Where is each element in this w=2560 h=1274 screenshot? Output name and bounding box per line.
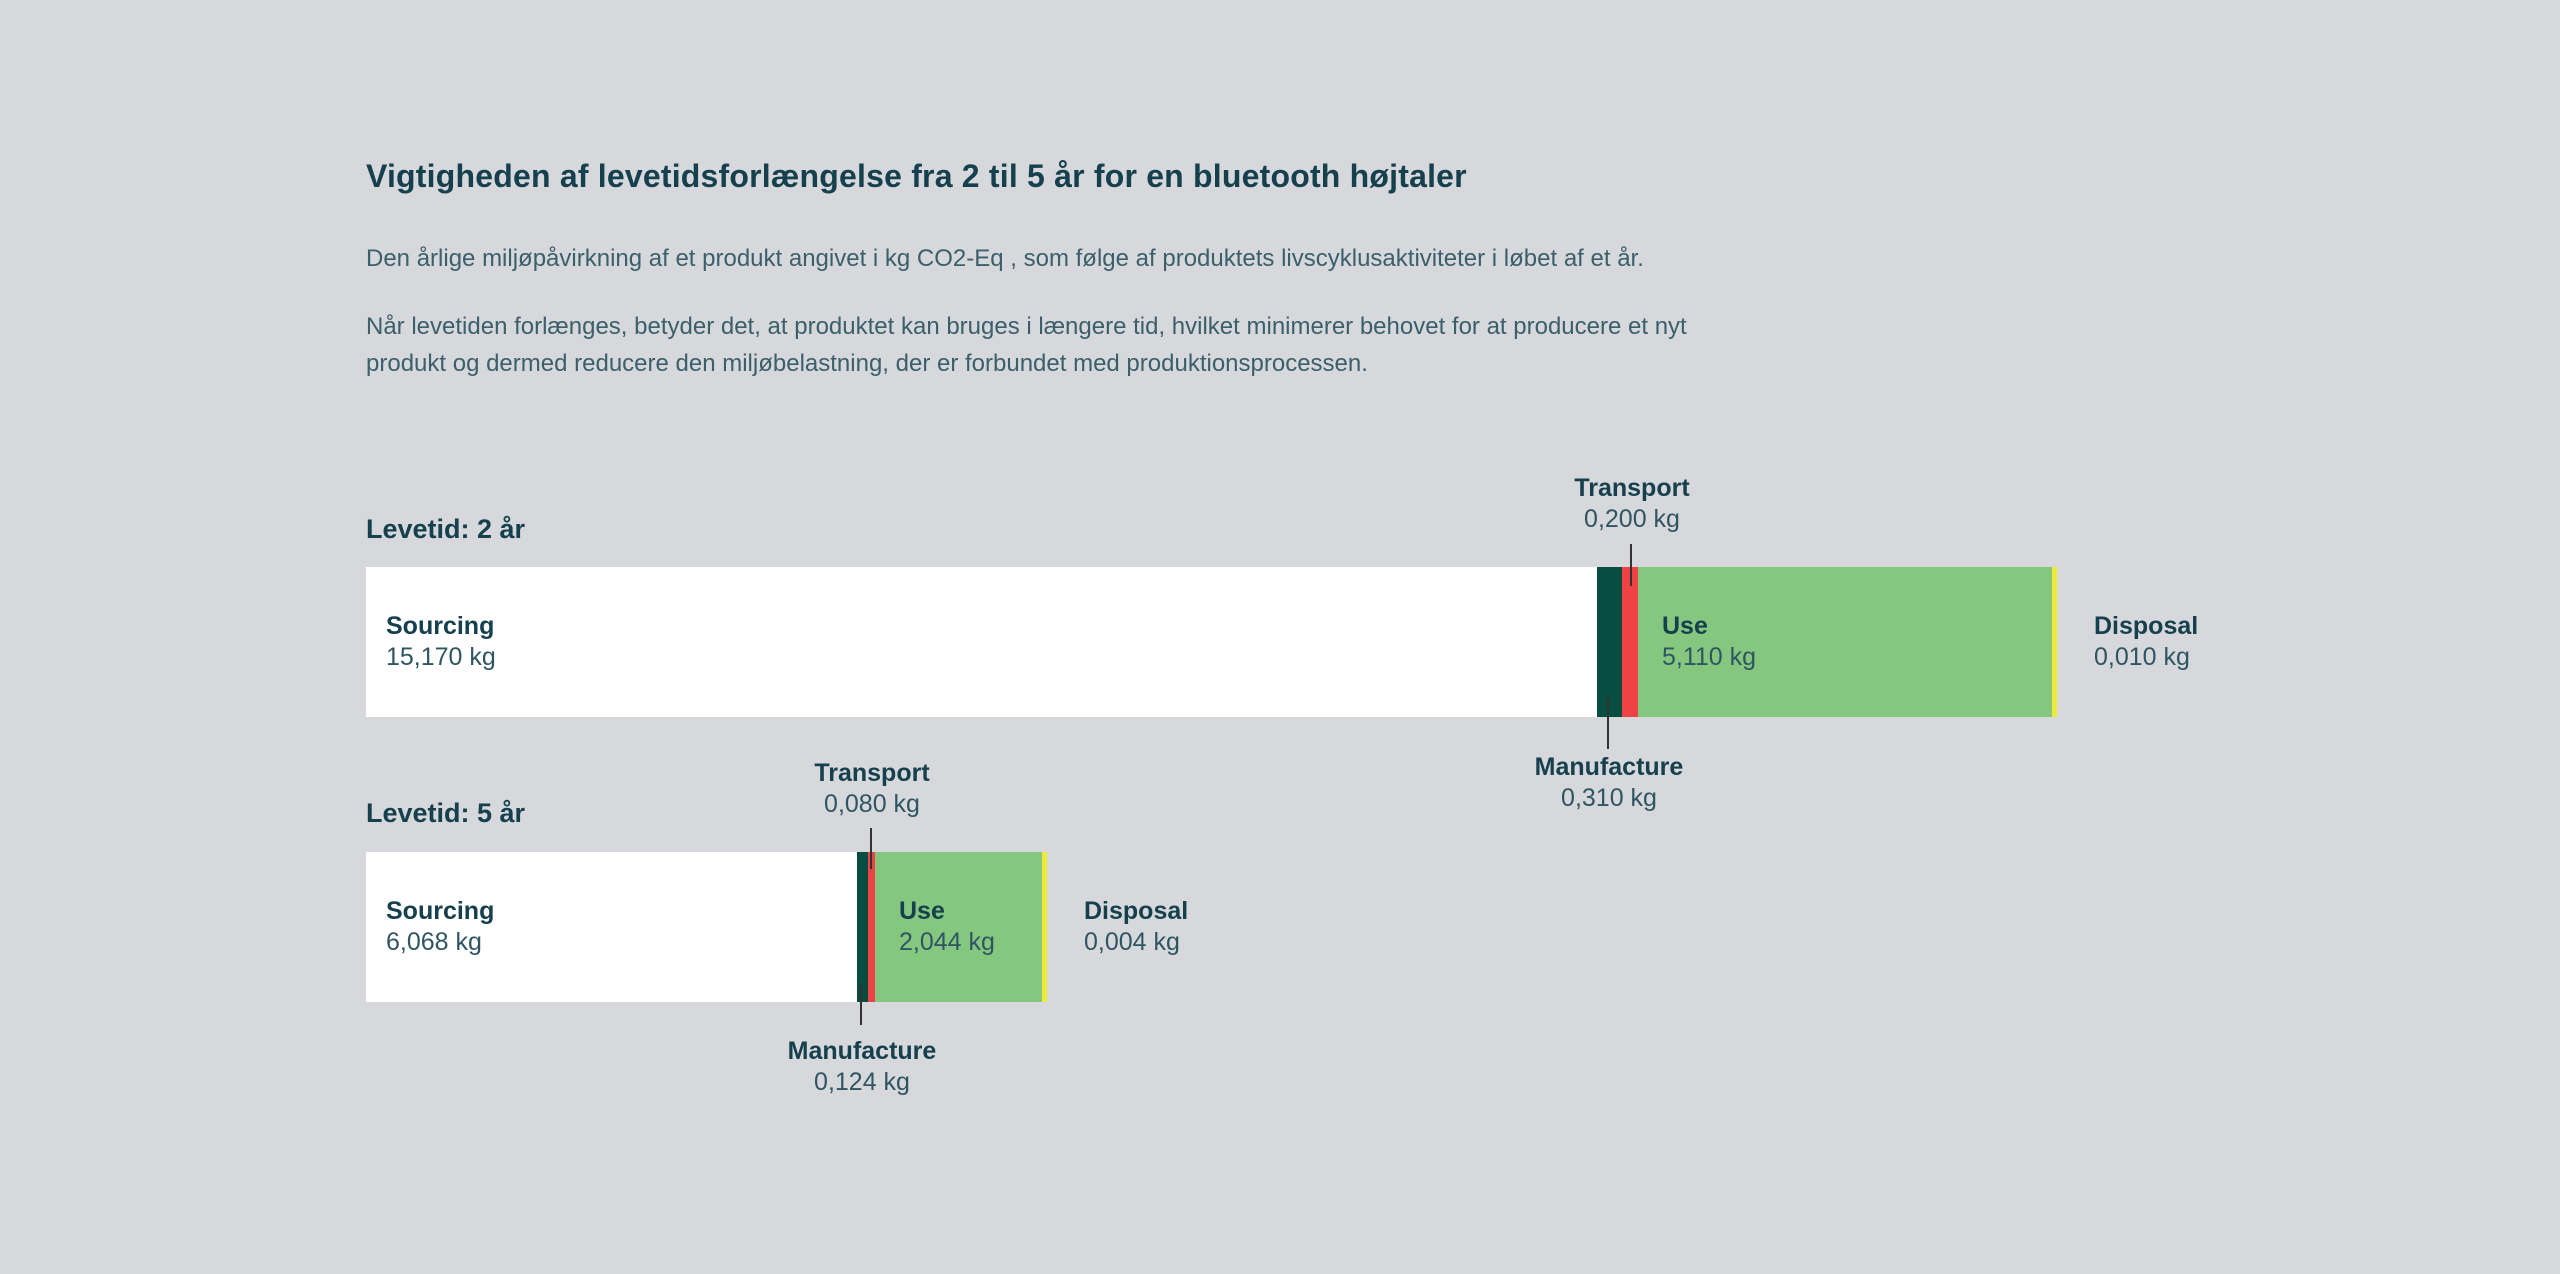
chart-1-stacked-bar [366, 567, 2057, 717]
disposal-label: Disposal [2094, 612, 2199, 640]
chart-1-sourcing-label-group: Sourcing 15,170 kg [386, 567, 496, 717]
chart-2-sourcing-label-group: Sourcing 6,068 kg [386, 852, 494, 1002]
page-title: Vigtigheden af levetidsforlængelse fra 2… [366, 158, 1467, 194]
disposal-value: 0,004 kg [1084, 928, 1180, 956]
chart-1-title: Levetid: 2 år [366, 514, 526, 544]
leader-line-transport-1 [1630, 544, 1632, 586]
use-label: Use [899, 897, 945, 925]
disposal-value: 0,010 kg [2094, 643, 2190, 671]
chart-2-segment-disposal [1042, 852, 1047, 1002]
chart-1-segment-use [1638, 567, 2052, 717]
chart-1-disposal-label-group: Disposal 0,010 kg [2094, 567, 2198, 717]
chart-1-segment-disposal [2052, 567, 2057, 717]
manufacture-value: 0,124 kg [814, 1068, 910, 1096]
chart-2-manufacture-callout: Manufacture 0,124 kg [788, 1036, 937, 1098]
chart-2-transport-callout: Transport 0,080 kg [814, 758, 929, 820]
transport-label: Transport [1574, 474, 1690, 502]
disposal-label: Disposal [1084, 897, 1189, 925]
use-value: 2,044 kg [899, 928, 995, 956]
chart-2-disposal-label-group: Disposal 0,004 kg [1084, 852, 1188, 1002]
leader-line-transport-2 [870, 828, 872, 869]
leader-line-manufacture-1 [1607, 695, 1609, 749]
chart-2-segment-sourcing [366, 852, 857, 1002]
transport-value: 0,200 kg [1584, 505, 1680, 533]
description-line-2: produkt og dermed reducere den miljøbela… [366, 350, 1368, 377]
intro-text: Den årlige miljøpåvirkning af et produkt… [366, 245, 1644, 272]
chart-2-use-label-group: Use 2,044 kg [899, 852, 995, 1002]
manufacture-value: 0,310 kg [1561, 784, 1657, 812]
chart-1-segment-manufacture [1597, 567, 1622, 717]
manufacture-label: Manufacture [787, 1037, 937, 1065]
sourcing-label: Sourcing [386, 612, 495, 640]
transport-label: Transport [814, 759, 930, 787]
manufacture-label: Manufacture [1534, 753, 1684, 781]
use-label: Use [1662, 612, 1708, 640]
chart-2-stacked-bar [366, 852, 1047, 1002]
sourcing-value: 15,170 kg [386, 643, 496, 671]
chart-2-segment-use [875, 852, 1042, 1002]
sourcing-label: Sourcing [386, 897, 495, 925]
chart-1-use-label-group: Use 5,110 kg [1662, 567, 1756, 717]
leader-line-manufacture-2 [860, 983, 862, 1025]
chart-1-segment-transport [1622, 567, 1638, 717]
use-value: 5,110 kg [1662, 643, 1757, 671]
transport-value: 0,080 kg [824, 790, 920, 818]
chart-1-segment-sourcing [366, 567, 1597, 717]
description-line-1: Når levetiden forlænges, betyder det, at… [366, 313, 1687, 340]
description-text: Når levetiden forlænges, betyder det, at… [366, 308, 1687, 382]
chart-2-segment-manufacture [857, 852, 868, 1002]
chart-1-transport-callout: Transport 0,200 kg [1574, 473, 1689, 535]
sourcing-value: 6,068 kg [386, 928, 482, 956]
chart-1-manufacture-callout: Manufacture 0,310 kg [1535, 752, 1684, 814]
chart-2-title: Levetid: 5 år [366, 798, 526, 828]
chart-2-segment-transport [868, 852, 875, 1002]
